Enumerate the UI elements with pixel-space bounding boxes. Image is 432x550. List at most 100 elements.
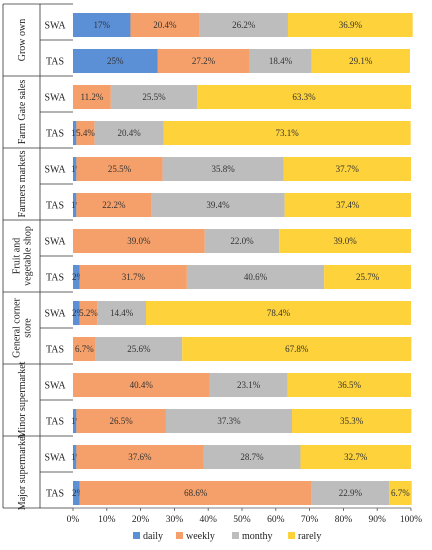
row-label-minor-supermarket-tas: TAS bbox=[46, 417, 64, 428]
x-tick-label-1: 10% bbox=[98, 515, 116, 525]
data-label-major-supermarket-swa-rarely: 32.7% bbox=[344, 452, 368, 462]
bar-segment-minor-supermarket-tas-weekly bbox=[76, 409, 166, 433]
data-label-farm-gate-sales-tas-rarely: 73.1% bbox=[275, 128, 299, 138]
data-label-general-corner-store-tas-rarely: 67.8% bbox=[285, 344, 309, 354]
legend-swatch-monthy bbox=[232, 532, 239, 539]
data-label-general-corner-store-swa-rarely: 78.4% bbox=[267, 308, 291, 318]
bar-segment-farmers-markets-tas-daily bbox=[73, 193, 77, 217]
bar-segment-farm-gate-sales-swa-monthy bbox=[110, 85, 198, 109]
row-label-grow-own-swa: SWA bbox=[44, 21, 66, 32]
bar-segment-major-supermarket-swa-daily bbox=[73, 445, 77, 469]
bar-segment-farmers-markets-tas-weekly bbox=[76, 193, 152, 217]
bar-segment-general-corner-store-swa-monthy bbox=[97, 301, 147, 325]
group-label-line: store bbox=[23, 318, 34, 338]
bar-segment-farm-gate-sales-tas-daily bbox=[73, 121, 77, 145]
data-label-grow-own-swa-monthy: 26.2% bbox=[232, 20, 256, 30]
group-label-farm-gate-sales: Farm Gate sales bbox=[17, 80, 28, 145]
group-label-line: Major supermarket bbox=[17, 434, 28, 511]
x-tick-label-9: 90% bbox=[368, 515, 386, 525]
group-label-general-corner-store: General cornerstore bbox=[12, 297, 34, 357]
data-label-minor-supermarket-tas-rarely: 35.3% bbox=[340, 416, 364, 426]
data-label-fruit-and-vegetable-shop-swa-rarely: 39.0% bbox=[333, 236, 357, 246]
bar-segment-grow-own-tas-daily bbox=[73, 49, 158, 73]
bar-segment-farm-gate-sales-tas-monthy bbox=[94, 121, 164, 145]
legend-label-monthy: monthy bbox=[242, 531, 273, 542]
bar-segment-general-corner-store-swa-weekly bbox=[79, 301, 98, 325]
bar-segment-minor-supermarket-swa-rarely bbox=[287, 373, 411, 397]
bar-segment-fruit-and-vegetable-shop-tas-weekly bbox=[79, 265, 187, 289]
bar-segment-minor-supermarket-swa-monthy bbox=[209, 373, 288, 397]
data-label-grow-own-tas-daily: 25% bbox=[107, 56, 124, 66]
bar-segment-farmers-markets-tas-rarely bbox=[284, 193, 411, 217]
bar-segment-farm-gate-sales-swa-rarely bbox=[197, 85, 411, 109]
group-label-farmers-markets: Farmers markets bbox=[17, 150, 28, 217]
bar-segment-farmers-markets-swa-rarely bbox=[283, 157, 411, 181]
row-label-farm-gate-sales-tas: TAS bbox=[46, 129, 64, 140]
data-label-farmers-markets-tas-monthy: 39.4% bbox=[206, 200, 230, 210]
data-label-farm-gate-sales-tas-monthy: 20.4% bbox=[117, 128, 141, 138]
data-label-fruit-and-vegetable-shop-tas-weekly: 31.7% bbox=[122, 272, 146, 282]
row-label-fruit-and-vegetable-shop-tas: TAS bbox=[46, 273, 64, 284]
data-label-grow-own-tas-weekly: 27.2% bbox=[192, 56, 216, 66]
bar-segment-grow-own-tas-monthy bbox=[249, 49, 312, 73]
x-tick-label-10: 100% bbox=[400, 515, 422, 525]
data-label-minor-supermarket-swa-weekly: 40.4% bbox=[130, 380, 154, 390]
data-label-major-supermarket-swa-monthy: 28.7% bbox=[240, 452, 264, 462]
bar-segment-general-corner-store-tas-rarely bbox=[182, 337, 412, 361]
x-tick-label-5: 50% bbox=[233, 515, 251, 525]
data-label-minor-supermarket-swa-rarely: 36.5% bbox=[338, 380, 362, 390]
x-tick-label-3: 30% bbox=[166, 515, 184, 525]
row-label-grow-own-tas: TAS bbox=[46, 57, 64, 68]
bar-segment-major-supermarket-tas-weekly bbox=[79, 481, 312, 505]
bar-segment-major-supermarket-swa-rarely bbox=[300, 445, 411, 469]
data-label-farm-gate-sales-swa-monthy: 25.5% bbox=[142, 92, 166, 102]
bar-segment-general-corner-store-tas-monthy bbox=[95, 337, 183, 361]
group-label-line: Minor supermarket bbox=[17, 361, 28, 438]
bar-segment-grow-own-swa-rarely bbox=[287, 13, 413, 37]
bar-segment-grow-own-swa-weekly bbox=[130, 13, 200, 37]
bar-segment-major-supermarket-tas-daily bbox=[73, 481, 80, 505]
legend-swatch-daily bbox=[133, 532, 140, 539]
row-label-major-supermarket-swa: SWA bbox=[44, 453, 66, 464]
bar-segment-farmers-markets-swa-monthy bbox=[162, 157, 284, 181]
data-label-fruit-and-vegetable-shop-tas-daily: 2% bbox=[72, 272, 85, 282]
data-label-grow-own-tas-monthy: 18.4% bbox=[269, 56, 293, 66]
legend-label-weekly: weekly bbox=[186, 531, 215, 542]
bar-segment-farm-gate-sales-swa-weekly bbox=[73, 85, 111, 109]
bar-segment-farmers-markets-swa-daily bbox=[73, 157, 77, 181]
row-label-farmers-markets-tas: TAS bbox=[46, 201, 64, 212]
bar-segment-general-corner-store-tas-weekly bbox=[73, 337, 96, 361]
group-label-line: Fruit and bbox=[12, 238, 23, 274]
data-label-farmers-markets-tas-rarely: 37.4% bbox=[336, 200, 360, 210]
data-label-general-corner-store-tas-monthy: 25.6% bbox=[127, 344, 151, 354]
row-label-minor-supermarket-swa: SWA bbox=[44, 381, 66, 392]
data-label-major-supermarket-swa-weekly: 37.6% bbox=[128, 452, 152, 462]
bar-segment-fruit-and-vegetable-shop-tas-monthy bbox=[186, 265, 325, 289]
bar-segment-minor-supermarket-tas-rarely bbox=[292, 409, 412, 433]
data-label-farm-gate-sales-swa-weekly: 11.2% bbox=[80, 92, 103, 102]
data-label-major-supermarket-tas-monthy: 22.9% bbox=[339, 488, 363, 498]
bar-segment-farmers-markets-tas-monthy bbox=[151, 193, 285, 217]
bar-segment-grow-own-swa-monthy bbox=[199, 13, 288, 37]
data-label-general-corner-store-swa-monthy: 14.4% bbox=[110, 308, 134, 318]
bar-segment-major-supermarket-swa-weekly bbox=[76, 445, 204, 469]
bar-segment-major-supermarket-tas-rarely bbox=[389, 481, 412, 505]
bar-segment-minor-supermarket-swa-weekly bbox=[73, 373, 210, 397]
x-tick-label-0: 0% bbox=[67, 515, 80, 525]
bar-segment-fruit-and-vegetable-shop-swa-monthy bbox=[204, 229, 280, 253]
legend-swatch-weekly bbox=[176, 532, 183, 539]
x-tick-label-2: 20% bbox=[132, 515, 150, 525]
data-label-grow-own-swa-weekly: 20.4% bbox=[153, 20, 177, 30]
bar-segment-fruit-and-vegetable-shop-tas-daily bbox=[73, 265, 80, 289]
data-label-grow-own-tas-rarely: 29.1% bbox=[349, 56, 373, 66]
data-label-fruit-and-vegetable-shop-tas-monthy: 40.6% bbox=[244, 272, 268, 282]
bar-segment-fruit-and-vegetable-shop-swa-weekly bbox=[73, 229, 205, 253]
bar-segment-general-corner-store-swa-daily bbox=[73, 301, 80, 325]
bar-segment-major-supermarket-tas-monthy bbox=[311, 481, 390, 505]
data-label-farmers-markets-tas-weekly: 22.2% bbox=[102, 200, 126, 210]
data-label-grow-own-swa-rarely: 36.9% bbox=[339, 20, 363, 30]
row-label-farm-gate-sales-swa: SWA bbox=[44, 93, 66, 104]
data-label-grow-own-swa-daily: 17% bbox=[93, 20, 110, 30]
